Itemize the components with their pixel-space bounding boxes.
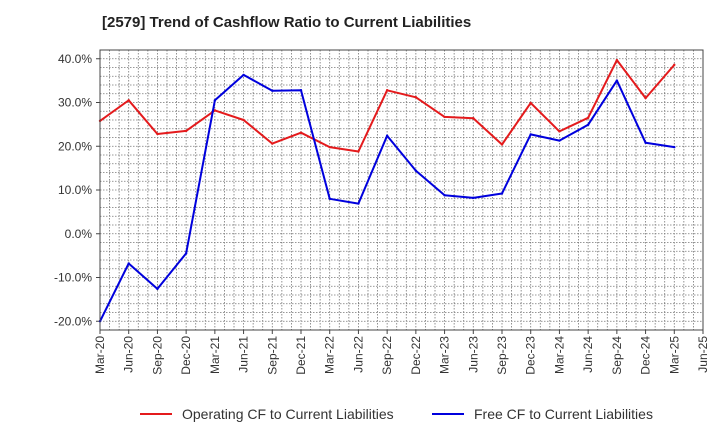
series-2-point [644,141,647,144]
series-1-point [271,142,274,145]
x-tick-label: Jun-25 [696,336,710,373]
x-tick-label: Mar-23 [438,336,452,374]
series-2-point [242,73,245,77]
y-tick-label: 0.0% [65,227,93,241]
series-2-point [357,202,360,205]
series-2-point [472,196,475,200]
series-1-point [558,130,561,133]
x-tick-label: Mar-20 [93,336,107,374]
series-1-point [242,118,245,122]
series-1-point [184,129,188,133]
series-1-point [500,143,504,146]
grid-layer [100,50,703,330]
series-2-point [213,99,217,102]
series-2-point [500,192,504,195]
series-1-point [156,132,159,136]
series-2-point [673,145,676,149]
series-2-point [443,194,446,197]
x-tick-label: Sep-24 [610,336,624,375]
x-tick-label: Dec-20 [179,336,193,375]
series-1-point [644,96,647,100]
series-1-point [414,96,418,99]
x-tick-label: Mar-21 [208,336,222,374]
x-tick-label: Sep-21 [265,336,279,375]
series-2-point [615,79,619,82]
x-tick-label: Sep-22 [380,336,394,375]
y-tick-label: -20.0% [54,314,92,328]
series-1-point [328,145,331,149]
series-1-point [299,131,303,134]
x-tick-label: Jun-23 [466,336,480,373]
series-1-point [385,89,389,92]
series-1-point [443,115,446,119]
series-2-point [271,89,274,92]
series-1-point [673,63,676,67]
plot-frame [99,49,704,331]
series-1-point [213,109,217,112]
series-2-point [156,287,159,291]
series-2-point [558,139,561,142]
x-tick-label: Dec-22 [409,336,423,375]
series-1-point [472,117,475,120]
x-tick-label: Mar-24 [552,336,566,374]
series-2-point [184,252,188,255]
x-tick-label: Mar-22 [323,336,337,374]
y-tick-label: 20.0% [58,139,92,153]
series-2-point [299,89,303,92]
x-tick-label: Sep-23 [495,336,509,375]
series-2-point [414,169,418,172]
legend: Operating CF to Current Liabilities Free … [140,406,653,422]
series-1-point [357,150,360,153]
x-tick-label: Sep-20 [150,336,164,375]
legend-label-1: Operating CF to Current Liabilities [182,406,394,422]
series-2-point [127,262,130,265]
y-tick-label: 30.0% [58,96,92,110]
series-2-point [328,197,331,200]
series-1-point [127,99,130,102]
series-1-point [586,116,590,120]
chart-title: [2579] Trend of Cashflow Ratio to Curren… [102,14,472,31]
series-2-point [586,123,590,127]
series-1-point [529,101,532,105]
x-tick-label: Jun-20 [122,336,136,373]
y-tick-label: -10.0% [54,271,92,285]
x-tick-label: Dec-21 [294,336,308,375]
x-tick-label: Jun-21 [237,336,251,373]
x-tick-label: Jun-24 [581,336,595,373]
series-1-point [615,58,619,62]
legend-label-2: Free CF to Current Liabilities [474,406,653,422]
y-tick-label: 40.0% [58,52,92,66]
x-tick-label: Dec-24 [639,336,653,375]
series-2-point [529,133,532,136]
y-tick-label: 10.0% [58,183,92,197]
x-tick-label: Mar-25 [667,336,681,374]
series-2-point [385,134,389,137]
x-tick-label: Dec-23 [524,336,538,375]
series-layer [98,58,676,323]
axis-layer: 40.0%30.0%20.0%10.0%0.0%-10.0%-20.0%Mar-… [54,52,710,375]
x-tick-label: Jun-22 [351,336,365,373]
